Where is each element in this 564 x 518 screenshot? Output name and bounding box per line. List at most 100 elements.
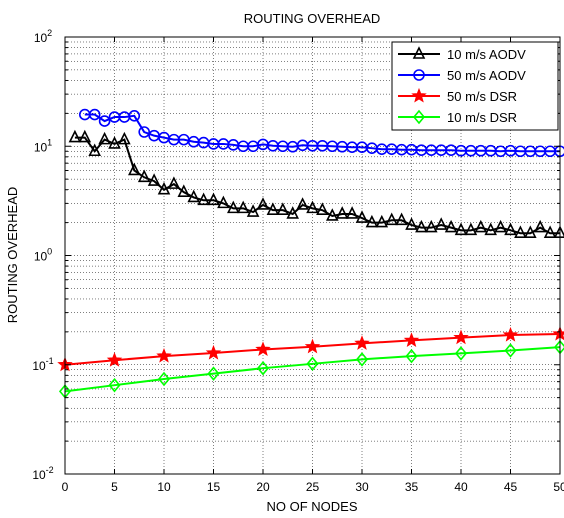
x-tick-label: 10 xyxy=(157,480,171,494)
data-point xyxy=(395,212,408,226)
chart-title: ROUTING OVERHEAD xyxy=(244,11,381,26)
x-tick-label: 20 xyxy=(256,480,270,494)
y-tick-labels: 10-2 10-1 100 101 102 xyxy=(32,28,53,482)
x-tick-label: 25 xyxy=(306,480,320,494)
data-point xyxy=(385,212,398,226)
data-point xyxy=(98,115,111,127)
data-point xyxy=(108,377,121,393)
legend: 10 m/s AODV 50 m/s AODV 50 m/s DSR 10 m/s D… xyxy=(391,41,559,131)
data-point xyxy=(227,200,240,214)
data-point xyxy=(246,204,260,217)
y-tick-label: 10-2 xyxy=(32,465,53,482)
data-point xyxy=(533,219,547,233)
data-point xyxy=(306,200,319,214)
data-point xyxy=(524,225,537,238)
data-point xyxy=(157,181,171,195)
data-point xyxy=(543,225,557,238)
data-point xyxy=(464,222,478,236)
data-point xyxy=(355,210,369,223)
data-point xyxy=(484,222,497,236)
data-point xyxy=(454,346,468,361)
data-point xyxy=(375,214,389,228)
data-point xyxy=(504,343,517,358)
legend-marker xyxy=(413,69,425,81)
data-point xyxy=(405,348,418,364)
data-point xyxy=(514,225,527,238)
data-point xyxy=(405,217,418,230)
data-point xyxy=(118,131,131,145)
data-point xyxy=(147,173,161,186)
x-tick-labels: 0 5 10 15 20 25 30 35 40 45 50 xyxy=(62,480,564,494)
data-point xyxy=(207,192,220,206)
data-point xyxy=(403,332,420,347)
legend-entry: 50 m/s AODV xyxy=(398,68,526,83)
data-point xyxy=(177,184,191,197)
legend-marker xyxy=(411,87,427,103)
data-point xyxy=(106,352,123,367)
data-point xyxy=(128,162,141,176)
x-tick-label: 45 xyxy=(504,480,518,494)
y-tick-label: 100 xyxy=(34,247,52,264)
data-point xyxy=(88,108,101,121)
data-point xyxy=(205,344,222,360)
series-line xyxy=(84,113,560,153)
data-point xyxy=(138,126,150,138)
data-point xyxy=(157,371,171,387)
series-line xyxy=(74,136,560,235)
data-point xyxy=(365,214,379,228)
y-axis-label: ROUTING OVERHEAD xyxy=(5,187,20,324)
data-point xyxy=(296,197,309,210)
legend-entry: 10 m/s DSR xyxy=(398,109,517,125)
plot-area-frame xyxy=(64,36,561,475)
data-point xyxy=(167,176,181,189)
series-line xyxy=(64,346,561,393)
legend-label: 50 m/s DSR xyxy=(447,89,517,104)
data-point xyxy=(474,219,488,233)
data-point xyxy=(197,192,210,206)
legend-entry: 50 m/s DSR xyxy=(398,87,517,104)
data-point xyxy=(454,222,468,236)
series-0 xyxy=(68,129,564,238)
data-point xyxy=(434,217,448,230)
data-point xyxy=(354,335,370,350)
x-tick-label: 50 xyxy=(553,480,564,494)
series-layer xyxy=(57,108,564,399)
x-tick-label: 30 xyxy=(355,480,369,494)
x-axis-label: NO OF NODES xyxy=(266,499,357,514)
data-point xyxy=(425,219,438,233)
data-point xyxy=(98,131,111,145)
legend-label: 10 m/s DSR xyxy=(447,110,517,125)
data-point xyxy=(345,206,359,219)
data-point xyxy=(552,325,564,341)
data-point xyxy=(88,143,101,157)
data-point xyxy=(415,219,428,233)
data-point xyxy=(156,347,172,363)
y-tick-label: 101 xyxy=(34,137,52,154)
data-point xyxy=(502,326,519,342)
data-point xyxy=(236,200,250,214)
data-point xyxy=(355,352,369,367)
x-tick-label: 5 xyxy=(111,480,118,494)
data-point xyxy=(78,129,92,143)
x-tick-label: 40 xyxy=(454,480,468,494)
data-point xyxy=(286,206,299,219)
y-tick-label: 102 xyxy=(34,28,52,45)
x-tick-label: 15 xyxy=(207,480,221,494)
x-tick-label: 0 xyxy=(62,480,69,494)
data-point xyxy=(316,202,329,215)
data-point xyxy=(304,338,321,354)
data-point xyxy=(335,206,349,219)
legend-marker xyxy=(412,46,426,59)
data-point xyxy=(504,222,517,236)
data-point xyxy=(255,341,271,357)
data-point xyxy=(326,208,339,221)
data-point xyxy=(137,169,151,183)
legend-label: 10 m/s AODV xyxy=(447,47,526,62)
legend-entry: 10 m/s AODV xyxy=(398,46,526,62)
data-point xyxy=(453,329,469,345)
legend-marker xyxy=(412,109,426,125)
data-point xyxy=(217,195,230,209)
legend-box xyxy=(391,41,559,131)
x-tick-label: 35 xyxy=(405,480,419,494)
data-point xyxy=(108,136,121,149)
